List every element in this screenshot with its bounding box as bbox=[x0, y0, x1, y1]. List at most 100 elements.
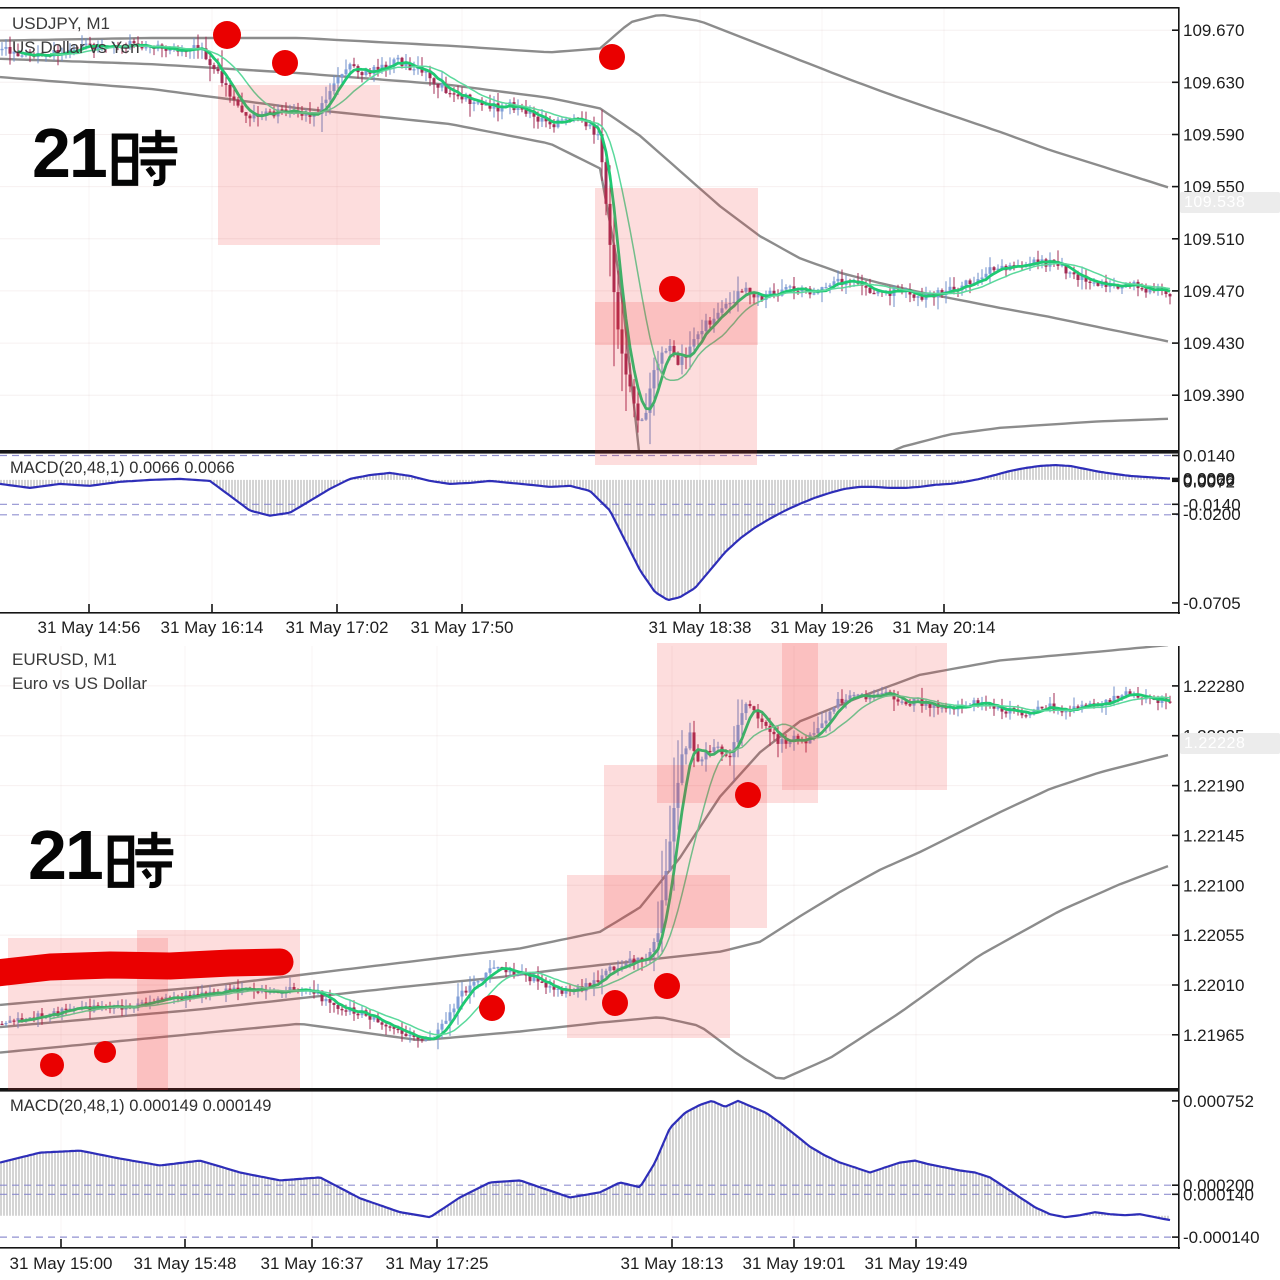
time-tick-label: 31 May 19:01 bbox=[742, 1254, 845, 1273]
highlight-rect bbox=[595, 188, 758, 345]
usdjpy-macd bbox=[0, 454, 1178, 601]
usdjpy-macd-panel[interactable] bbox=[0, 456, 1178, 612]
usdjpy-price-axis[interactable] bbox=[1178, 7, 1280, 612]
price-axis-line bbox=[1178, 646, 1180, 1249]
price-tick-label: 109.670 bbox=[1183, 21, 1244, 40]
highlight-rect bbox=[218, 85, 380, 245]
price-tick-label: 109.430 bbox=[1183, 334, 1244, 353]
price-tick-label: 1.21965 bbox=[1183, 1026, 1244, 1045]
eurusd-time-annotation: 21 bbox=[28, 820, 174, 893]
usdjpy-grid bbox=[0, 8, 1178, 612]
time-axis-line bbox=[0, 612, 1180, 614]
red-dot-annotation bbox=[654, 973, 680, 999]
eurusd-band-upper bbox=[0, 646, 1169, 1007]
macd-tick-label: -0.000140 bbox=[1183, 1228, 1260, 1247]
red-dot-annotation bbox=[735, 782, 761, 808]
usdjpy-macd-label: MACD(20,48,1) 0.0066 0.0066 bbox=[10, 459, 235, 477]
red-dot-annotation bbox=[602, 990, 628, 1016]
time-tick-label: 31 May 17:50 bbox=[410, 618, 513, 637]
price-tick-label: 109.470 bbox=[1183, 282, 1244, 301]
eurusd-price-panel[interactable] bbox=[0, 646, 1178, 1088]
time-tick-label: 31 May 18:13 bbox=[620, 1254, 723, 1273]
time-tick-label: 31 May 19:49 bbox=[864, 1254, 967, 1273]
usdjpy-band-lower bbox=[0, 75, 1169, 450]
price-tick-label: 109.630 bbox=[1183, 73, 1244, 92]
red-dot-annotation bbox=[213, 21, 241, 49]
price-tick-label: 1.22010 bbox=[1183, 976, 1244, 995]
macd-tick-label: -0.0200 bbox=[1183, 505, 1241, 524]
macd-tick-label: 0.0000 bbox=[1183, 470, 1235, 489]
red-dot-annotation bbox=[40, 1053, 64, 1077]
macd-tick-label: 0.000200 bbox=[1183, 1176, 1254, 1195]
price-tick-label: 1.22055 bbox=[1183, 926, 1244, 945]
eurusd-axis-labels: 1.222801.222351.221901.221451.221001.220… bbox=[9, 677, 1259, 1273]
eurusd-price-badge: 1.22228 bbox=[1180, 732, 1280, 754]
macd-tick-label: -0.0140 bbox=[1183, 495, 1241, 514]
eurusd-band-lower bbox=[0, 864, 1169, 1080]
red-dot-annotation bbox=[479, 995, 505, 1021]
eurusd-band-mid bbox=[0, 753, 1169, 1029]
eurusd-annotation-digits: 21 bbox=[28, 816, 104, 894]
time-tick-label: 31 May 14:56 bbox=[37, 618, 140, 637]
eurusd-macd bbox=[0, 1099, 1178, 1238]
usdjpy-price-badge: 109.538 bbox=[1180, 191, 1280, 213]
red-dot-annotation bbox=[272, 50, 298, 76]
eurusd-chart: 1.222801.222351.221901.221451.221001.220… bbox=[0, 643, 1260, 1273]
time-tick-label: 31 May 15:00 bbox=[9, 1254, 112, 1273]
eurusd-frame bbox=[0, 646, 1180, 1249]
macd-tick-label: -0.0705 bbox=[1183, 594, 1241, 613]
time-axis-line bbox=[0, 1247, 1180, 1249]
time-tick-label: 31 May 17:02 bbox=[285, 618, 388, 637]
price-tick-label: 109.590 bbox=[1183, 126, 1244, 145]
macd-tick-label: 0.0066 bbox=[1183, 471, 1235, 490]
eurusd-symbol: EURUSD, M1 bbox=[12, 650, 117, 669]
time-tick-label: 31 May 15:48 bbox=[133, 1254, 236, 1273]
red-marker-line bbox=[0, 948, 294, 987]
panel-divider bbox=[0, 1088, 1178, 1092]
usdjpy-band-mid bbox=[0, 57, 1169, 343]
usdjpy-chart: 109.670109.630109.590109.550109.510109.4… bbox=[0, 7, 1280, 637]
price-tick-label: 109.390 bbox=[1183, 386, 1244, 405]
price-tick-label: 1.22190 bbox=[1183, 777, 1244, 796]
highlight-rect bbox=[782, 643, 947, 790]
panel-divider bbox=[0, 450, 1178, 454]
eurusd-ma-fast bbox=[17, 692, 1171, 1041]
usdjpy-frame bbox=[0, 7, 1180, 614]
time-tick-label: 31 May 17:25 bbox=[385, 1254, 488, 1273]
eurusd-macd-line bbox=[0, 1099, 1171, 1222]
red-dot-annotation bbox=[94, 1041, 116, 1063]
eurusd-ma-slow bbox=[49, 694, 1171, 1036]
usdjpy-annotation-digits: 21 bbox=[32, 114, 108, 192]
time-tick-label: 31 May 16:14 bbox=[160, 618, 263, 637]
price-axis-line bbox=[1178, 7, 1180, 614]
usdjpy-ma-slow bbox=[49, 45, 1171, 382]
red-dot-annotation bbox=[599, 44, 625, 70]
highlight-rect bbox=[595, 302, 757, 465]
usdjpy-annotations bbox=[213, 21, 758, 465]
eurusd-moving-averages bbox=[17, 692, 1171, 1041]
usdjpy-axis-labels: 109.670109.630109.590109.550109.510109.4… bbox=[37, 21, 1244, 637]
kanji-ji-glyph bbox=[107, 831, 174, 889]
macd-tick-label: 0.000140 bbox=[1183, 1185, 1254, 1204]
usdjpy-price-panel[interactable] bbox=[0, 8, 1178, 450]
usdjpy-bands bbox=[0, 14, 1169, 450]
time-tick-label: 31 May 19:26 bbox=[770, 618, 873, 637]
eurusd-bands bbox=[0, 646, 1169, 1080]
time-tick-label: 31 May 18:38 bbox=[648, 618, 751, 637]
macd-tick-label: 0.0140 bbox=[1183, 447, 1235, 466]
usdjpy-symbol: USDJPY, M1 bbox=[12, 14, 110, 33]
usdjpy-macd-line bbox=[0, 464, 1171, 601]
highlight-rect bbox=[567, 875, 730, 1038]
eurusd-macd-panel[interactable] bbox=[0, 1094, 1178, 1247]
usdjpy-ma-fast bbox=[17, 43, 1171, 411]
highlight-rect bbox=[657, 643, 818, 803]
time-tick-label: 31 May 20:14 bbox=[892, 618, 995, 637]
price-tick-label: 109.510 bbox=[1183, 230, 1244, 249]
time-tick-label: 31 May 16:37 bbox=[260, 1254, 363, 1273]
price-tick-label: 1.22280 bbox=[1183, 677, 1244, 696]
red-dot-annotation bbox=[659, 276, 685, 302]
usdjpy-time-annotation: 21 bbox=[32, 118, 178, 191]
kanji-ji-glyph bbox=[111, 129, 178, 187]
macd-tick-label: 0.0072 bbox=[1183, 472, 1235, 491]
